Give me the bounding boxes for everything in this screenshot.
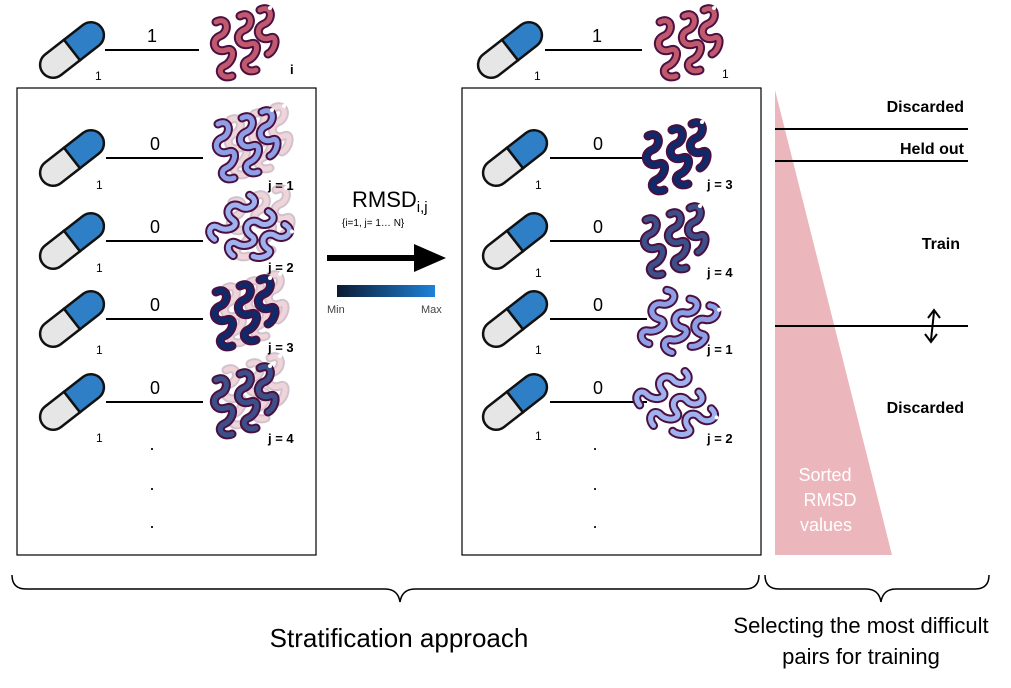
stratification-brace xyxy=(11,574,760,603)
j-label: j = 2 xyxy=(267,260,294,275)
rmsd-subscript: i,j xyxy=(417,199,428,216)
category-held-out: Held out xyxy=(900,141,965,158)
arrow-head-icon xyxy=(414,244,446,272)
j-label: j = 2 xyxy=(706,431,733,446)
sorted-pairs-box xyxy=(461,87,762,556)
left-row-3: 1 0 j = 3 xyxy=(33,272,294,357)
drug-subscript: 1 xyxy=(535,266,542,280)
unsorted-pairs-box xyxy=(16,87,317,556)
j-label: j = 3 xyxy=(706,177,733,192)
left-row-4: 1 0 j = 4 xyxy=(33,354,294,446)
rmsd-color-legend xyxy=(337,285,435,297)
triangle-label-line3: values xyxy=(800,515,852,535)
pair-label: 0 xyxy=(593,134,603,154)
drug-subscript: 1 xyxy=(535,178,542,192)
ellipsis-dot: . xyxy=(592,434,597,454)
triangle-label-line2: RMSD xyxy=(804,490,857,510)
j-label: j = 1 xyxy=(706,342,733,357)
drug-subscript: 1 xyxy=(96,261,103,275)
triangle-label-line1: Sorted xyxy=(798,465,851,485)
rmsd-transform: RMSDi,j {i=1, j= 1… N} Min Max xyxy=(327,187,446,316)
pair-label: 0 xyxy=(150,217,160,237)
category-discarded-top: Discarded xyxy=(887,99,964,116)
pair-label: 0 xyxy=(593,378,603,398)
selection-label-line2: pairs for training xyxy=(782,644,940,669)
drug-subscript: 1 xyxy=(535,343,542,357)
adjustable-threshold-arrows-icon xyxy=(924,308,941,344)
pair-label: 0 xyxy=(150,134,160,154)
drug-subscript: 1 xyxy=(96,431,103,445)
pair-label: 0 xyxy=(593,295,603,315)
capsule-icon xyxy=(476,367,554,437)
drug-subscript: 1 xyxy=(96,178,103,192)
selection-label-line1: Selecting the most difficult xyxy=(733,613,988,638)
alpha-helix-protein-icon xyxy=(216,104,289,179)
stratification-approach-label: Stratification approach xyxy=(270,623,529,653)
right-row-1: 1 0 j = 3 xyxy=(476,120,733,192)
top-right-reference-pair: 1 1 1 xyxy=(471,6,729,85)
category-discarded-bottom: Discarded xyxy=(887,400,964,417)
protein-subscript: i xyxy=(290,62,294,77)
capsule-icon xyxy=(476,206,554,276)
category-train: Train xyxy=(922,236,960,253)
left-row-1: 1 0 j = 1 xyxy=(33,104,294,193)
rmsd-partition-panel: Sorted RMSD values Discarded Held out Tr… xyxy=(775,90,968,555)
j-label: j = 4 xyxy=(267,431,294,446)
ellipsis-dot: . xyxy=(149,474,154,494)
top-left-reference-pair: 1 1 i xyxy=(33,6,294,85)
right-row-3: 1 0 j = 1 xyxy=(476,276,733,369)
ellipsis-dot: . xyxy=(592,512,597,532)
ellipsis-dot: . xyxy=(592,474,597,494)
legend-min-label: Min xyxy=(327,304,345,316)
left-ellipsis: . . . xyxy=(149,434,154,532)
alpha-helix-protein-icon xyxy=(214,272,285,347)
ellipsis-dot: . xyxy=(149,434,154,454)
rmsd-range: {i=1, j= 1… N} xyxy=(342,218,405,229)
pair-label: 0 xyxy=(150,378,160,398)
drug-subscript: 1 xyxy=(96,343,103,357)
rmsd-label: RMSDi,j xyxy=(352,187,428,216)
legend-max-label: Max xyxy=(421,304,442,316)
alpha-helix-protein-icon xyxy=(214,6,275,77)
ellipsis-dot: . xyxy=(149,512,154,532)
pair-label: 0 xyxy=(593,217,603,237)
right-row-4: 1 0 j = 2 xyxy=(476,364,733,446)
drug-subscript: 1 xyxy=(534,69,541,83)
pair-label: 0 xyxy=(150,295,160,315)
drug-subscript: 1 xyxy=(95,69,102,83)
capsule-icon xyxy=(33,367,111,437)
left-row-2: 1 0 j = 2 xyxy=(33,185,297,275)
right-ellipsis: . . . xyxy=(592,434,597,532)
alpha-helix-protein-icon xyxy=(644,204,705,275)
right-row-2: 1 0 j = 4 xyxy=(476,204,733,280)
alpha-helix-protein-icon xyxy=(646,120,707,191)
pair-label: 1 xyxy=(147,26,157,46)
alpha-helix-protein-icon xyxy=(214,354,285,435)
alpha-helix-protein-icon xyxy=(658,6,719,77)
protein-subscript: 1 xyxy=(722,67,729,81)
j-label: j = 4 xyxy=(706,265,733,280)
drug-subscript: 1 xyxy=(535,429,542,443)
sorted-rmsd-triangle xyxy=(775,90,892,555)
selection-brace xyxy=(764,574,990,603)
j-label: j = 3 xyxy=(267,340,294,355)
pair-label: 1 xyxy=(592,26,602,46)
